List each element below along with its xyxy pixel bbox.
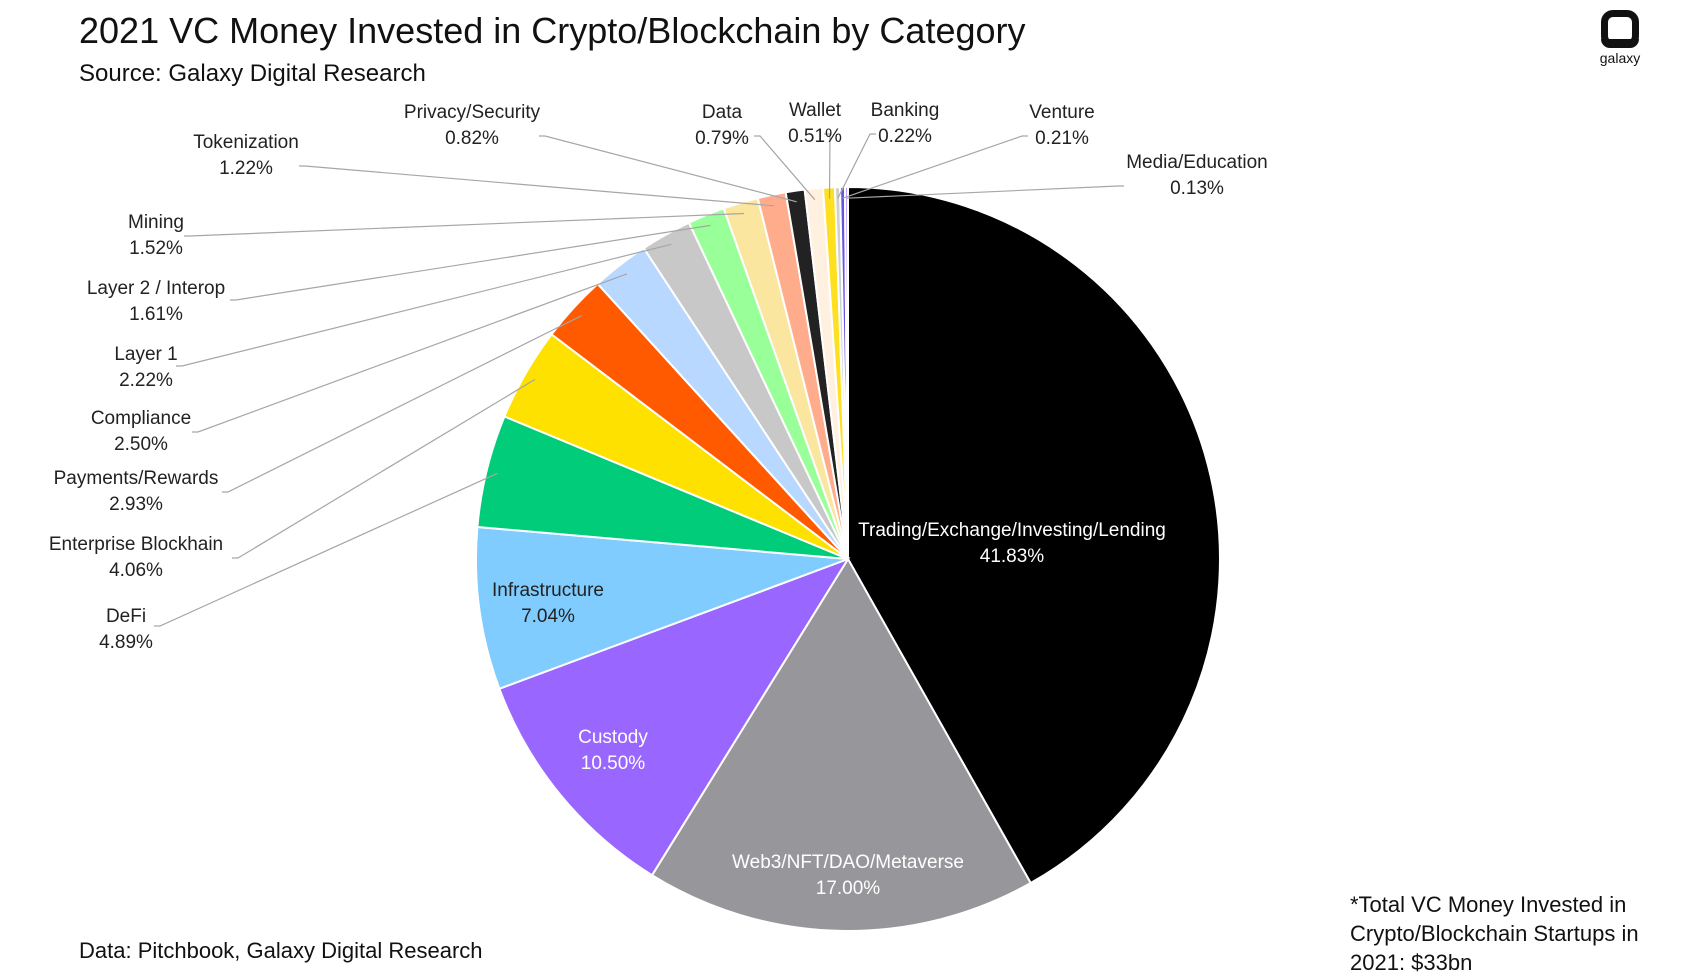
leader-line-banking bbox=[837, 133, 876, 199]
pie-slice-trading-exchange-investing-lending bbox=[847, 185, 1221, 885]
leader-line-enterprise-blockhain bbox=[232, 378, 536, 559]
slice-label-layer-1: Layer 1 bbox=[114, 344, 177, 365]
pie-slice-custody bbox=[498, 557, 851, 877]
slice-label-infrastructure: Infrastructure bbox=[492, 580, 604, 601]
slice-labels: Trading/Exchange/Investing/Lending 41.83%… bbox=[49, 100, 1268, 899]
leader-line-compliance bbox=[192, 273, 628, 433]
slice-value-compliance: 2.50% bbox=[114, 434, 168, 455]
slice-label-custody: Custody bbox=[578, 727, 648, 748]
slice-value-trading-exchange-investing-lending: 41.83% bbox=[980, 546, 1045, 567]
slice-label-compliance: Compliance bbox=[91, 408, 191, 429]
leader-line-wallet bbox=[824, 133, 831, 199]
pie-slice-media-education bbox=[843, 185, 849, 560]
leader-line-mining bbox=[184, 212, 744, 237]
slice-label-trading-exchange-investing-lending: Trading/Exchange/Investing/Lending bbox=[858, 520, 1166, 541]
leader-line-media-education bbox=[846, 185, 1124, 199]
leader-lines bbox=[154, 133, 1124, 627]
slice-label-mining: Mining bbox=[128, 212, 184, 233]
slice-value-media-education: 0.13% bbox=[1170, 178, 1224, 199]
pie-slice-web3-nft-dao-metaverse bbox=[650, 557, 1033, 932]
slice-value-web3-nft-dao-metaverse: 17.00% bbox=[816, 878, 881, 899]
slice-value-custody: 10.50% bbox=[581, 753, 646, 774]
slice-value-infrastructure: 7.04% bbox=[521, 606, 575, 627]
slice-label-enterprise-blockhain: Enterprise Blockhain bbox=[49, 534, 223, 555]
slice-value-defi: 4.89% bbox=[99, 632, 153, 653]
leader-line-layer-2-interop bbox=[230, 224, 711, 301]
slice-label-tokenization: Tokenization bbox=[193, 132, 299, 153]
slice-label-web3-nft-dao-metaverse: Web3/NFT/DAO/Metaverse bbox=[732, 852, 964, 873]
slice-label-layer-2-interop: Layer 2 / Interop bbox=[87, 278, 225, 299]
galaxy-logo: galaxy bbox=[1585, 10, 1655, 66]
slice-value-data: 0.79% bbox=[695, 128, 749, 149]
total-investment-note: *Total VC Money Invested in Crypto/Block… bbox=[1350, 892, 1639, 975]
chart-title: 2021 VC Money Invested in Crypto/Blockch… bbox=[79, 10, 1026, 51]
slice-value-tokenization: 1.22% bbox=[219, 158, 273, 179]
slice-label-data: Data bbox=[702, 102, 743, 123]
slice-value-mining: 1.52% bbox=[129, 238, 183, 259]
leader-line-tokenization bbox=[299, 165, 774, 207]
leader-line-data bbox=[754, 135, 816, 201]
slice-label-privacy-security: Privacy/Security bbox=[404, 102, 541, 123]
leader-line-venture bbox=[842, 135, 1028, 199]
data-source-note: Data: Pitchbook, Galaxy Digital Research bbox=[79, 938, 483, 963]
pie-slice-infrastructure bbox=[475, 525, 849, 691]
galaxy-logo-icon bbox=[1601, 10, 1639, 48]
slice-value-payments-rewards: 2.93% bbox=[109, 494, 163, 515]
slice-label-banking: Banking bbox=[871, 100, 940, 121]
slice-value-enterprise-blockhain: 4.06% bbox=[109, 560, 163, 581]
leader-line-layer-1 bbox=[176, 243, 672, 367]
slice-label-venture: Venture bbox=[1029, 102, 1095, 123]
slice-label-defi: DeFi bbox=[106, 606, 146, 627]
slice-value-venture: 0.21% bbox=[1035, 128, 1089, 149]
leader-line-privacy-security bbox=[539, 135, 797, 203]
slice-label-payments-rewards: Payments/Rewards bbox=[54, 468, 219, 489]
logo-wordmark: galaxy bbox=[1599, 50, 1641, 66]
slice-value-wallet: 0.51% bbox=[788, 126, 842, 147]
leader-line-payments-rewards bbox=[222, 315, 582, 493]
chart-subtitle: Source: Galaxy Digital Research bbox=[79, 60, 426, 87]
leader-line-defi bbox=[154, 472, 498, 627]
slice-label-wallet: Wallet bbox=[789, 100, 842, 121]
slice-value-banking: 0.22% bbox=[878, 126, 932, 147]
slice-value-privacy-security: 0.82% bbox=[445, 128, 499, 149]
slice-label-media-education: Media/Education bbox=[1126, 152, 1268, 173]
slice-value-layer-1: 2.22% bbox=[119, 370, 173, 391]
slice-value-layer-2-interop: 1.61% bbox=[129, 304, 183, 325]
pie-slices bbox=[475, 185, 1221, 932]
